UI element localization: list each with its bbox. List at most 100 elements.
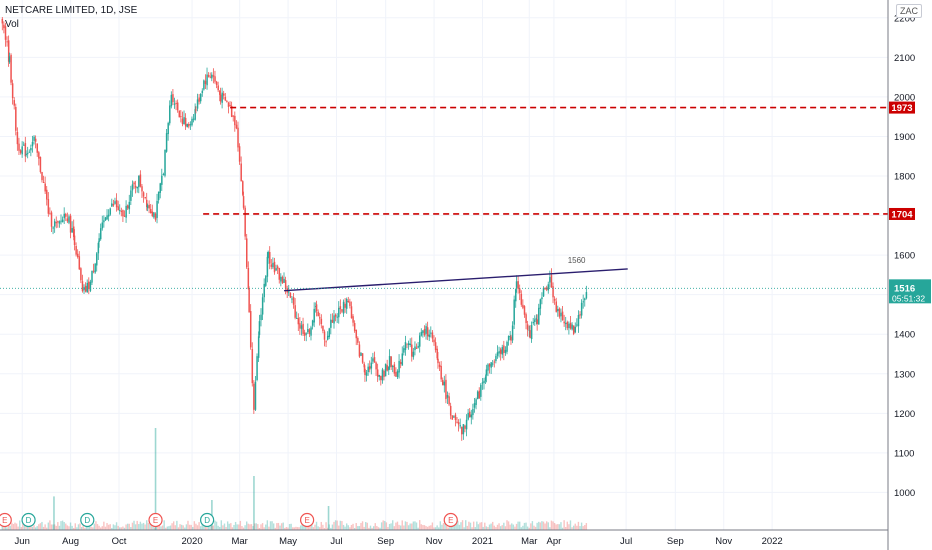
candle-body bbox=[501, 347, 504, 355]
volume-bar bbox=[1, 524, 3, 530]
candle-body bbox=[331, 319, 334, 323]
y-tick-label: 1300 bbox=[894, 369, 915, 380]
volume-bar bbox=[103, 521, 105, 530]
volume-bar bbox=[552, 521, 554, 530]
volume-bar bbox=[230, 523, 232, 530]
volume-bar bbox=[239, 520, 242, 530]
last-price-tag bbox=[889, 279, 931, 304]
volume-bar bbox=[392, 520, 394, 530]
candle-body bbox=[65, 213, 67, 217]
volume-bar bbox=[330, 527, 332, 530]
volume-bar bbox=[165, 527, 167, 530]
volume-bar bbox=[46, 527, 48, 530]
volume-bar bbox=[509, 524, 511, 530]
volume-bar bbox=[196, 525, 199, 530]
volume-bar bbox=[257, 524, 259, 530]
candle-body bbox=[122, 210, 124, 217]
candle-body bbox=[103, 220, 105, 223]
candle-body bbox=[263, 283, 265, 298]
volume-bar bbox=[411, 523, 413, 530]
candle-body bbox=[465, 419, 468, 430]
volume-bar bbox=[538, 521, 540, 530]
volume-bar bbox=[260, 524, 262, 530]
volume-bar bbox=[122, 526, 124, 530]
volume-bar bbox=[393, 526, 396, 530]
candle-body bbox=[462, 424, 465, 435]
volume-bar bbox=[63, 522, 65, 530]
candle-body bbox=[484, 376, 487, 381]
candle-body bbox=[111, 203, 113, 207]
volume-bar bbox=[214, 520, 216, 530]
volume-bar bbox=[93, 523, 96, 530]
candle-body bbox=[561, 311, 564, 321]
volume-bar bbox=[496, 524, 499, 530]
volume-bar bbox=[241, 526, 243, 530]
volume-bar bbox=[15, 523, 18, 530]
volume-bar bbox=[485, 526, 488, 530]
currency-button[interactable]: ZAC bbox=[896, 4, 922, 18]
volume-bar bbox=[126, 523, 129, 530]
candle-body bbox=[496, 352, 499, 356]
candle-body bbox=[308, 329, 311, 334]
candle-body bbox=[372, 358, 374, 362]
candle-body bbox=[15, 107, 17, 131]
candle-body bbox=[574, 326, 577, 333]
candle-body bbox=[172, 94, 174, 103]
candle-body bbox=[104, 217, 107, 221]
volume-bar bbox=[304, 525, 307, 530]
volume-bar bbox=[142, 522, 145, 530]
volume-bar bbox=[136, 520, 138, 530]
candle-body bbox=[355, 330, 358, 339]
candle-body bbox=[507, 336, 510, 341]
event-marker bbox=[80, 512, 95, 528]
volume-bar bbox=[333, 521, 335, 530]
volume-bar bbox=[390, 523, 392, 530]
volume-bar bbox=[299, 525, 302, 530]
volume-bar bbox=[384, 520, 386, 530]
candle-body bbox=[376, 369, 379, 377]
volume-bar bbox=[406, 521, 408, 530]
candle-body bbox=[552, 286, 554, 298]
volume-bar bbox=[279, 525, 281, 530]
volume-bar bbox=[147, 522, 150, 530]
candle-body bbox=[326, 335, 329, 340]
candle-body bbox=[222, 93, 225, 96]
candle-body bbox=[162, 174, 165, 176]
volume-bar bbox=[352, 523, 354, 530]
candle-body bbox=[272, 262, 274, 268]
candle-body bbox=[42, 182, 45, 184]
volume-bar bbox=[26, 526, 29, 530]
volume-bar bbox=[206, 527, 208, 530]
candle-body bbox=[26, 153, 29, 155]
volume-bar bbox=[525, 522, 527, 530]
candle-body bbox=[30, 148, 32, 151]
volume-bar bbox=[177, 527, 180, 530]
candle-body bbox=[579, 314, 581, 316]
x-tick-label: Aug bbox=[62, 536, 79, 547]
volume-bar bbox=[404, 521, 407, 530]
candle-body bbox=[184, 117, 187, 127]
price-axis bbox=[888, 0, 932, 550]
volume-bar bbox=[149, 521, 151, 530]
volume-bar bbox=[246, 521, 248, 530]
candle-body bbox=[478, 390, 481, 399]
candle-body bbox=[204, 80, 207, 85]
candle-body bbox=[97, 242, 100, 254]
candle-body bbox=[363, 363, 365, 368]
volume-bar bbox=[444, 520, 446, 530]
volume-label[interactable]: Vol bbox=[5, 19, 19, 30]
candle-body bbox=[417, 345, 419, 348]
candle-body bbox=[547, 284, 550, 291]
candle-body bbox=[25, 153, 27, 156]
volume-bar bbox=[11, 522, 13, 530]
candle-body bbox=[186, 124, 188, 128]
candle-body bbox=[456, 421, 458, 423]
candle-body bbox=[173, 103, 176, 105]
volume-bar bbox=[125, 524, 127, 530]
volume-bar bbox=[79, 523, 81, 530]
candle-body bbox=[370, 362, 373, 369]
candle-body bbox=[47, 199, 50, 214]
symbol-title[interactable]: NETCARE LIMITED, 1D, JSE bbox=[5, 5, 138, 16]
